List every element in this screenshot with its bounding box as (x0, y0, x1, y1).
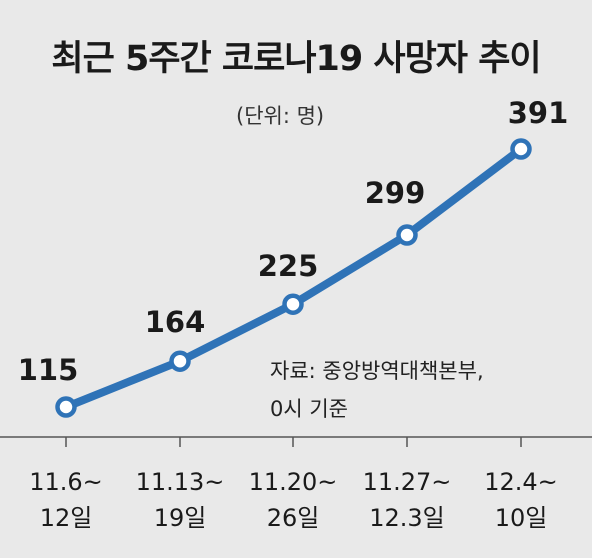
data-label-3: 225 (258, 249, 319, 283)
x-tick-label-5: 12.4~ 10일 (461, 464, 581, 536)
x-axis-labels: 11.6~ 12일 11.13~ 19일 11.20~ 26일 11.27~ 12.3일 12.… (0, 464, 592, 554)
x-tick-label-4-line-1: 11.27~ (362, 468, 452, 496)
data-label-1: 115 (18, 353, 79, 387)
data-point-1 (55, 396, 77, 418)
data-point-3 (282, 293, 304, 315)
data-label-4: 299 (365, 176, 426, 210)
x-tick-label-1-line-1: 11.6~ (29, 468, 103, 496)
source-line-2: 0시 기준 (270, 397, 348, 421)
x-tick-label-3-line-1: 11.20~ (248, 468, 338, 496)
x-tick-label-4: 11.27~ 12.3일 (347, 464, 467, 536)
x-tick-label-2: 11.13~ 19일 (120, 464, 240, 536)
x-tick-label-5-line-1: 12.4~ (484, 468, 558, 496)
source-line-1: 자료: 중앙방역대책본부, (270, 359, 484, 383)
x-tick-label-1-line-2: 12일 (39, 504, 93, 532)
x-tick-label-2-line-2: 19일 (153, 504, 207, 532)
data-point-2 (169, 350, 191, 372)
x-tick-label-3-line-2: 26일 (266, 504, 320, 532)
x-tick-label-1: 11.6~ 12일 (6, 464, 126, 536)
source-note: 자료: 중앙방역대책본부, 0시 기준 (270, 352, 484, 428)
data-point-4 (396, 224, 418, 246)
data-label-2: 164 (145, 305, 206, 339)
x-tick-label-2-line-1: 11.13~ (135, 468, 225, 496)
data-label-5: 391 (508, 96, 569, 130)
data-point-5 (510, 138, 532, 160)
unit-note: (단위: 명) (236, 104, 325, 128)
chart-title: 최근 5주간 코로나19 사망자 추이 (51, 39, 541, 79)
x-tick-label-3: 11.20~ 26일 (233, 464, 353, 536)
x-tick-label-5-line-2: 10일 (494, 504, 548, 532)
x-tick-label-4-line-2: 12.3일 (369, 504, 445, 532)
